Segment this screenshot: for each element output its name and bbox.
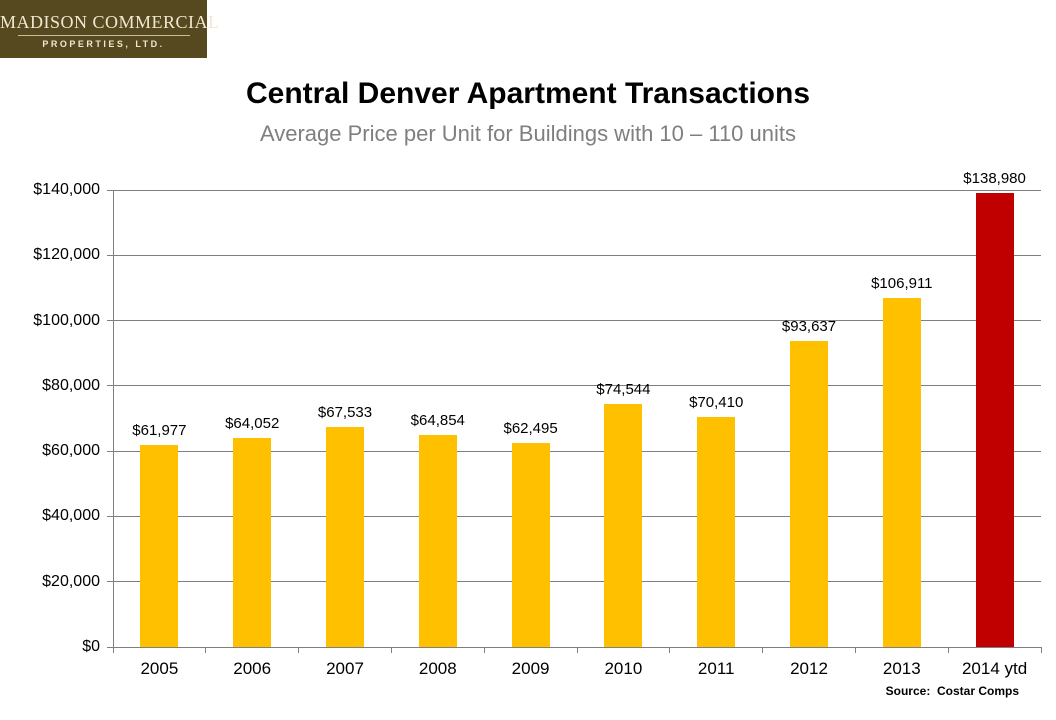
x-axis-tick: [669, 647, 671, 653]
bar-value-label: $64,854: [410, 412, 465, 430]
company-logo: MADISON COMMERCIAL PROPERTIES, LTD.: [0, 0, 220, 58]
x-axis-tick: [854, 647, 856, 653]
gridline: [113, 189, 1041, 191]
bar-2011: [697, 417, 736, 647]
x-axis-label: 2005: [140, 659, 179, 678]
bar-2013: [882, 298, 921, 647]
x-axis-label: 2014 ytd: [961, 659, 1028, 678]
y-axis-tick: [107, 646, 113, 648]
bar-2006: [233, 437, 272, 647]
bar-value-label: $67,533: [317, 403, 373, 421]
y-axis-line: [113, 190, 114, 647]
y-axis-label: $20,000: [42, 572, 100, 590]
x-axis-label: 2013: [882, 659, 921, 678]
y-axis-tick: [107, 450, 113, 452]
gridline: [113, 515, 1041, 517]
bar-value-label: $70,410: [689, 394, 744, 412]
y-axis-label: $140,000: [33, 181, 100, 198]
y-axis-tick: [107, 515, 113, 517]
x-axis-tick: [1040, 647, 1042, 653]
bar-2007: [326, 426, 364, 647]
x-axis-label: 2012: [790, 659, 828, 678]
y-axis-tick: [107, 189, 113, 191]
chart-subtitle: Average Price per Unit for Buildings wit…: [259, 121, 797, 146]
x-axis-tick: [390, 647, 392, 653]
bar-value-label: $74,544: [596, 380, 651, 398]
x-axis-tick: [205, 647, 207, 653]
bar-value-label: $93,637: [781, 318, 837, 336]
x-axis-label: 2011: [697, 659, 735, 678]
bar-value-label: $61,977: [132, 421, 187, 439]
y-axis-label: $100,000: [33, 311, 100, 329]
bar-2008: [418, 435, 457, 647]
bar-value-label: $106,911: [871, 275, 933, 292]
x-axis-line: [113, 647, 1041, 648]
x-axis-tick: [483, 647, 485, 653]
chart-title: Central Denver Apartment Transactions: [245, 77, 811, 110]
x-axis-tick: [298, 647, 300, 653]
y-axis-tick: [107, 385, 113, 387]
x-axis-label: 2006: [233, 659, 272, 678]
x-axis-label: 2008: [418, 659, 457, 678]
gridline: [113, 385, 1041, 387]
y-axis-label: $40,000: [42, 507, 100, 525]
y-axis-label: $60,000: [42, 442, 100, 460]
y-axis-tick: [107, 581, 113, 583]
x-axis-label: 2007: [326, 659, 364, 678]
y-axis-label: $80,000: [42, 376, 100, 394]
bar-2012: [790, 341, 828, 647]
gridline: [113, 320, 1041, 322]
bar-2014-ytd: [975, 193, 1014, 647]
gridline: [113, 450, 1041, 452]
bar-2010: [604, 403, 643, 647]
x-axis-label: 2010: [604, 659, 643, 678]
x-axis-tick: [762, 647, 764, 653]
logo-company-name: MADISON COMMERCIAL: [0, 12, 220, 32]
logo-divider: [17, 35, 190, 36]
x-axis-tick: [947, 647, 949, 653]
gridline: [113, 581, 1041, 583]
y-axis-tick: [107, 254, 113, 256]
gridline: [113, 254, 1041, 256]
y-axis-tick: [107, 320, 113, 322]
bar-2009: [511, 442, 550, 647]
bar-2005: [140, 444, 179, 647]
y-axis-label: $0: [82, 638, 100, 655]
x-axis-label: 2009: [511, 659, 550, 678]
bar-value-label: $64,052: [225, 414, 280, 432]
x-axis-tick: [576, 647, 578, 653]
logo-company-subtitle: PROPERTIES, LTD.: [42, 39, 165, 49]
bar-value-label: $138,980: [963, 170, 1026, 188]
source-note: Source: Costar Comps: [885, 684, 1019, 698]
y-axis-label: $120,000: [33, 246, 100, 264]
bar-value-label: $62,495: [503, 419, 558, 437]
x-axis-tick: [112, 647, 114, 653]
